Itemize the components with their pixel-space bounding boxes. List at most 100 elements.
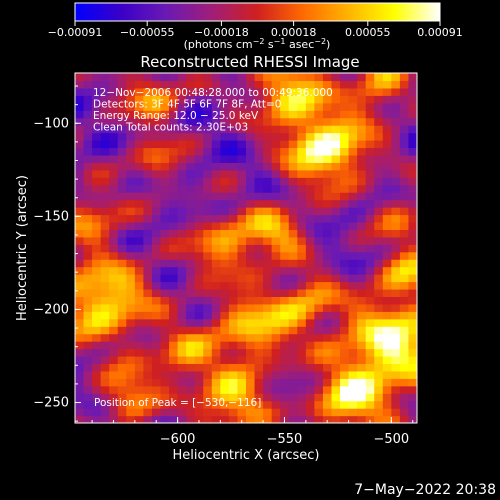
heatmap-cell (271, 244, 281, 253)
heatmap-cell (322, 244, 333, 253)
heatmap-cell (322, 303, 333, 312)
heatmap-cell (297, 132, 307, 141)
heatmap-cell (382, 154, 392, 163)
heatmap-cell (134, 236, 144, 245)
heatmap-cell (143, 147, 153, 156)
heatmap-cell (194, 207, 204, 216)
heatmap-cell (186, 80, 196, 89)
heatmap-cell (365, 333, 375, 342)
heatmap-cell (220, 154, 230, 163)
heatmap-cell (228, 147, 239, 156)
heatmap-cell (263, 363, 273, 372)
heatmap-cell (92, 140, 102, 149)
heatmap-cell (237, 110, 247, 119)
heatmap-cell (280, 326, 290, 335)
heatmap-cell (331, 415, 341, 423)
heatmap-cell (83, 192, 93, 201)
heatmap-cell (109, 311, 119, 320)
heatmap-cell (246, 147, 256, 156)
heatmap-cell (228, 296, 239, 305)
heatmap-cell (117, 355, 127, 365)
heatmap-cell (263, 125, 273, 134)
heatmap-cell (100, 169, 110, 178)
heatmap-cell (399, 229, 410, 238)
heatmap-cell (348, 95, 358, 104)
heatmap-cell (203, 214, 213, 223)
heatmap-cell (237, 288, 247, 298)
heatmap-cell (151, 326, 162, 335)
heatmap-cell (211, 154, 221, 163)
heatmap-cell (194, 199, 204, 208)
heatmap-cell (203, 87, 213, 96)
heatmap-cell (100, 363, 110, 372)
heatmap-cell (203, 415, 213, 423)
heatmap-cell (297, 229, 307, 238)
heatmap-cell (322, 318, 333, 327)
heatmap-cell (340, 393, 350, 402)
heatmap-cell (203, 378, 213, 387)
heatmap-cell (314, 274, 324, 283)
heatmap-cell (365, 378, 375, 387)
y-axis-label: Heliocentric Y (arcsec) (15, 175, 30, 321)
heatmap-cell (109, 303, 119, 312)
heatmap-cell (331, 326, 341, 335)
heatmap-cell (126, 207, 136, 216)
heatmap-cell (314, 117, 324, 126)
heatmap-cell (211, 95, 221, 104)
heatmap-cell (288, 184, 298, 193)
heatmap-cell (348, 318, 358, 327)
heatmap-cell (117, 274, 127, 283)
heatmap-cell (228, 363, 239, 372)
heatmap-cell (117, 154, 127, 163)
heatmap-cell (391, 147, 401, 156)
heatmap-cell (357, 363, 367, 372)
heatmap-cell (340, 125, 350, 134)
heatmap-cell (382, 259, 392, 268)
heatmap-cell (408, 192, 417, 201)
heatmap-cell (357, 415, 367, 423)
heatmap-cell (134, 266, 144, 275)
heatmap-cell (348, 281, 358, 290)
heatmap-cell (374, 400, 384, 409)
heatmap-cell (374, 415, 384, 423)
heatmap-cell (297, 177, 307, 186)
heatmap-cell (194, 177, 204, 186)
heatmap-cell (100, 73, 110, 82)
heatmap-cell (100, 393, 110, 402)
heatmap-cell (143, 318, 153, 327)
heatmap-cell (382, 169, 392, 178)
heatmap-cell (305, 311, 315, 320)
heatmap-cell (203, 73, 213, 82)
heatmap-cell (83, 244, 93, 253)
heatmap-cell (169, 244, 179, 253)
heatmap-cell (399, 385, 410, 394)
heatmap-cell (271, 154, 281, 163)
heatmap-cell (314, 251, 324, 260)
heatmap-cell (186, 244, 196, 253)
heatmap-cell (117, 326, 127, 335)
heatmap-cell (92, 400, 102, 409)
heatmap-cell (126, 348, 136, 357)
heatmap-cell (203, 408, 213, 417)
heatmap-cell (220, 102, 230, 111)
heatmap-cell (177, 184, 187, 193)
heatmap-cell (237, 348, 247, 357)
heatmap-cell (100, 326, 110, 335)
heatmap-cell (357, 199, 367, 208)
heatmap-cell (228, 162, 239, 171)
heatmap-cell (314, 370, 324, 379)
heatmap-cell (211, 251, 221, 260)
x-axis-label: Heliocentric X (arcsec) (173, 448, 320, 463)
heatmap-cell (322, 400, 333, 409)
heatmap-cell (263, 207, 273, 216)
heatmap-cell (83, 221, 93, 230)
heatmap-cell (75, 355, 85, 365)
heatmap-cell (314, 259, 324, 268)
heatmap-cell (109, 125, 119, 134)
heatmap-cell (391, 102, 401, 111)
heatmap-cell (117, 147, 127, 156)
heatmap-cell (374, 259, 384, 268)
heatmap-cell (399, 370, 410, 379)
heatmap-cell (288, 296, 298, 305)
